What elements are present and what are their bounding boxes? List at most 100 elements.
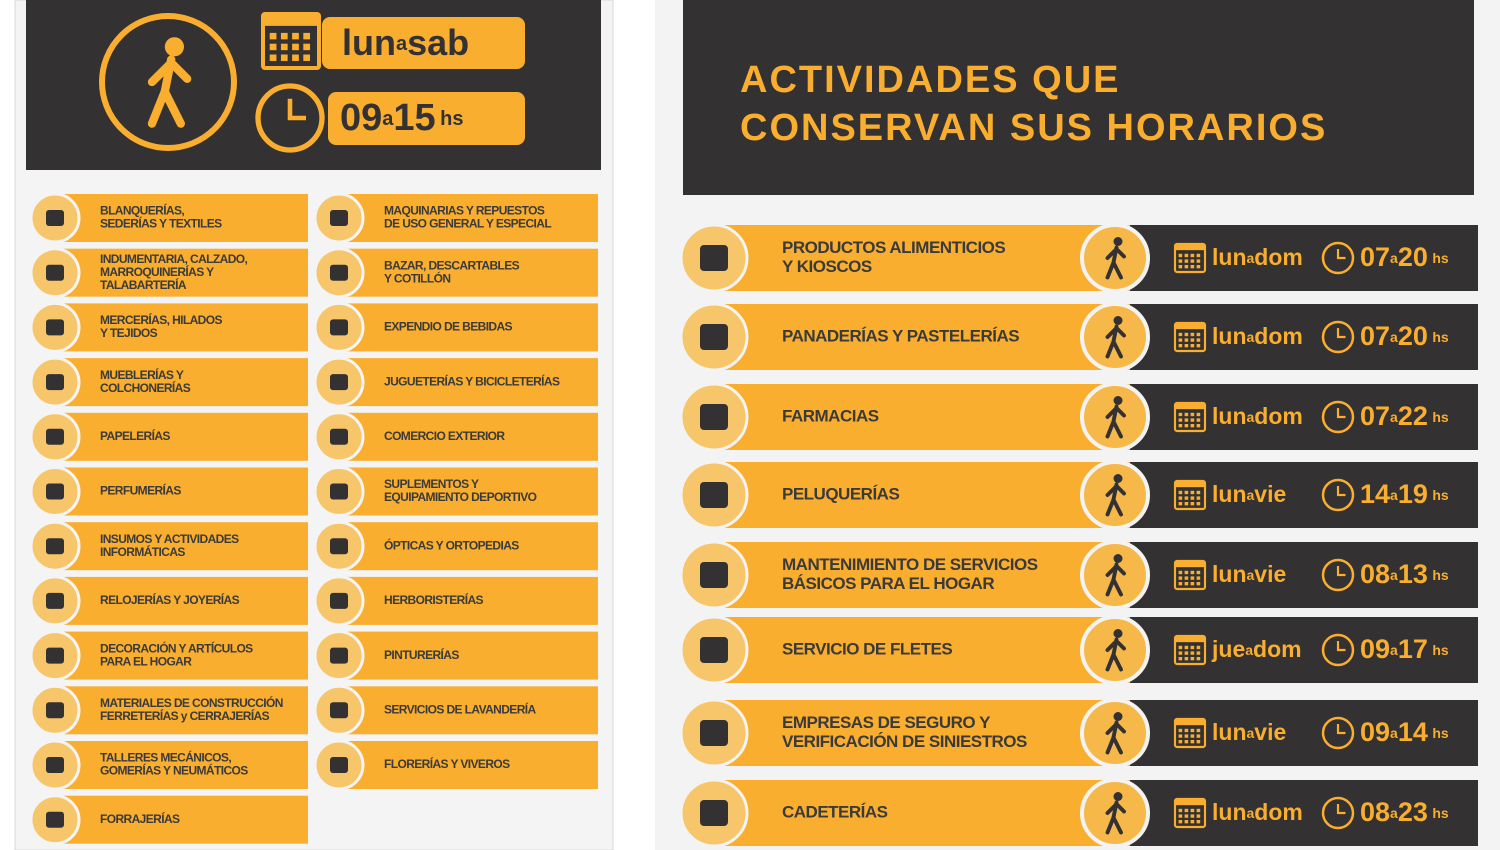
schedule: lunadom xyxy=(1212,323,1303,349)
calendar-cell xyxy=(303,32,311,40)
calendar-cell xyxy=(1184,344,1189,348)
walker-body xyxy=(147,55,192,128)
sep: a xyxy=(1390,487,1398,503)
calendar-cell xyxy=(1190,576,1195,580)
hours-pill xyxy=(328,92,525,145)
calendar-cell xyxy=(1184,808,1189,813)
from: 08 xyxy=(1360,797,1390,827)
sep: a xyxy=(1247,250,1255,266)
calendar-cell xyxy=(1196,570,1201,575)
sep: a xyxy=(1247,409,1255,425)
row-bar xyxy=(700,225,1140,291)
calendar-cell xyxy=(1196,651,1201,655)
walker-body xyxy=(1105,720,1126,755)
calendar-cell xyxy=(1184,424,1189,428)
schedule: 07a22 hs xyxy=(1360,401,1449,431)
schedule: 14a19 hs xyxy=(1360,479,1449,509)
calendar-cell xyxy=(1190,808,1195,813)
item-icon xyxy=(46,428,64,445)
item-icon xyxy=(46,702,64,719)
from: lun xyxy=(1212,403,1247,429)
calendar-cell xyxy=(1178,496,1183,500)
schedule: lunadom xyxy=(1212,799,1303,825)
row-label: Y KIOSCOS xyxy=(782,257,872,276)
calendar-cell xyxy=(1190,820,1195,824)
calendar-cell xyxy=(1178,259,1183,263)
calendar-cell xyxy=(1178,728,1183,733)
to: 13 xyxy=(1398,559,1428,589)
item-bar xyxy=(338,686,598,735)
schedule: 09a14 hs xyxy=(1360,717,1449,747)
from: 09 xyxy=(1360,717,1390,747)
item-icon xyxy=(330,647,348,664)
item-icon xyxy=(46,647,64,664)
item-label: BAZAR, DESCARTABLES xyxy=(384,258,520,272)
calendar-cell xyxy=(1196,259,1201,263)
item-icon xyxy=(46,592,64,609)
item-bar xyxy=(338,194,598,242)
calendar-cell xyxy=(1184,820,1189,824)
calendar-cell xyxy=(1190,502,1195,506)
calendar-cell xyxy=(1196,814,1201,818)
calendar-cell xyxy=(1190,424,1195,428)
from: lun xyxy=(1212,719,1247,745)
item-label: INDUMENTARIA, CALZADO, xyxy=(100,252,247,266)
sep: a xyxy=(1247,567,1255,583)
from: 07 xyxy=(1360,401,1390,431)
calendar-cell xyxy=(1178,808,1183,813)
calendar-cell xyxy=(1196,576,1201,580)
sep: a xyxy=(1390,567,1398,583)
to: vie xyxy=(1254,719,1286,745)
calendar-cell xyxy=(1178,332,1183,337)
unit: hs xyxy=(1432,487,1449,503)
clock-hands xyxy=(1336,408,1346,419)
item-bar xyxy=(338,248,598,297)
item-icon xyxy=(330,210,348,226)
sep: a xyxy=(1390,329,1398,345)
item-label: SUPLEMENTOS Y xyxy=(384,477,479,491)
item-icon xyxy=(46,538,64,555)
schedule-box xyxy=(1130,384,1478,450)
item-label: MUEBLERÍAS Y xyxy=(100,367,184,382)
calendar-cell xyxy=(292,32,299,40)
item-bar xyxy=(338,631,598,680)
calendar-cell xyxy=(1178,814,1183,818)
clock-icon xyxy=(255,83,325,153)
walker-head xyxy=(1113,396,1123,405)
calendar-cell xyxy=(1190,259,1195,263)
calendar-cell xyxy=(269,43,277,51)
item-label: TALLERES MECÁNICOS, xyxy=(100,750,231,765)
calendar-cell xyxy=(1190,734,1195,738)
calendar-band xyxy=(1175,244,1205,251)
calendar-cell xyxy=(1196,582,1201,586)
calendar-cell xyxy=(1178,490,1183,495)
clock-icon xyxy=(1321,478,1355,512)
calendar-cell xyxy=(1184,651,1189,655)
item-bar xyxy=(338,576,598,625)
item-icon xyxy=(46,374,64,391)
calendar-cell xyxy=(1184,582,1189,586)
clock-icon xyxy=(1321,633,1355,667)
calendar-cell xyxy=(1184,490,1189,495)
sep: a xyxy=(1390,805,1398,821)
item-bar xyxy=(54,412,308,461)
calendar-band xyxy=(1175,719,1205,726)
item-bar xyxy=(54,631,308,680)
item-label: EQUIPAMIENTO DEPORTIVO xyxy=(384,490,537,504)
item-label: SERVICIOS DE LAVANDERÍA xyxy=(384,701,536,716)
calendar-cell xyxy=(1190,338,1195,342)
sep: a xyxy=(1390,409,1398,425)
calendar-cell xyxy=(1184,412,1189,417)
sep: a xyxy=(1247,725,1255,741)
item-label: PAPELERÍAS xyxy=(100,428,170,443)
schedule: lunavie xyxy=(1212,481,1286,507)
item-icon xyxy=(330,592,348,609)
schedule: 07a20 hs xyxy=(1360,242,1449,272)
title-line: CONSERVAN SUS HORARIOS xyxy=(740,107,1327,149)
calendar-cell xyxy=(1196,657,1201,661)
item-icon xyxy=(46,811,64,828)
from: lun xyxy=(1212,481,1247,507)
walker-body xyxy=(1105,404,1126,439)
from: lun xyxy=(1212,561,1247,587)
